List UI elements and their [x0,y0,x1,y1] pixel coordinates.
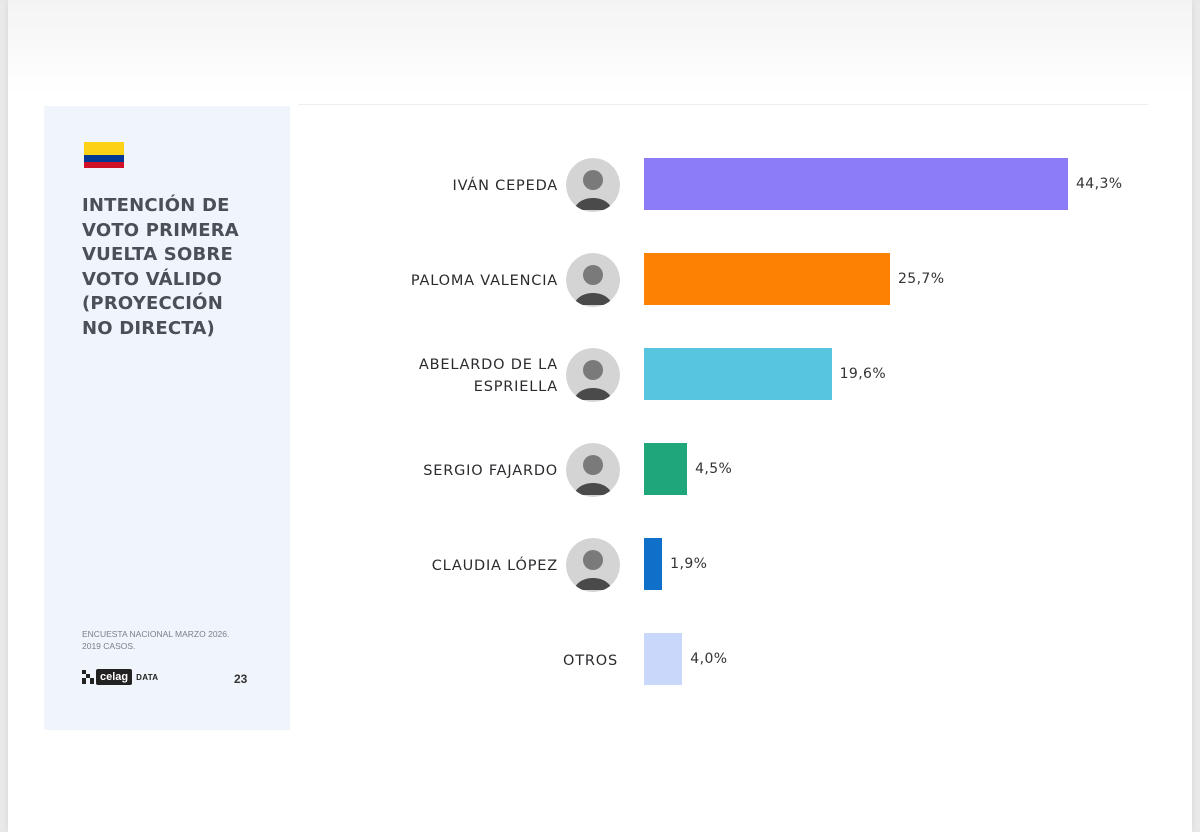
celag-data-logo: celag DATA [82,668,158,686]
source-note: ENCUESTA NACIONAL MARZO 2026. 2019 CASOS… [82,629,230,651]
page-top-shading [8,0,1192,95]
candidate-avatar [566,158,620,212]
candidate-photo-icon [566,158,620,212]
flag-stripe-red [84,161,124,168]
bar [644,253,890,305]
bar [644,158,1068,210]
flag-stripe-yellow [84,142,124,155]
bar-row: IVÁN CEPEDA 44,3% [298,158,1178,218]
side-panel: INTENCIÓN DE VOTO PRIMERA VUELTA SOBRE V… [44,106,290,730]
value-label: 19,6% [839,366,887,382]
category-label: ABELARDO DE LA ESPRIELLA [418,357,558,395]
candidate-avatar [566,253,620,307]
category-label: SERGIO FAJARDO [423,463,558,479]
candidate-avatar [566,538,620,592]
bar [644,538,663,590]
chart-title: INTENCIÓN DE VOTO PRIMERA VUELTA SOBRE V… [82,195,239,339]
value-label: 4,5% [695,461,733,477]
logo-mark-icon [82,670,94,684]
category-label: CLAUDIA LÓPEZ [431,558,558,574]
value-label: 25,7% [897,271,945,287]
candidate-photo-icon [566,443,620,497]
slide-page: INTENCIÓN DE VOTO PRIMERA VUELTA SOBRE V… [8,0,1192,832]
bar [644,633,683,685]
category-label: IVÁN CEPEDA [452,178,558,194]
bar-chart: IVÁN CEPEDA 44,3% PALOMA VALENCIA 25,7% ABEL… [298,140,1178,700]
bar [644,348,832,400]
candidate-photo-icon [566,253,620,307]
page-number: 23 [234,672,248,686]
value-label: 4,0% [690,651,728,667]
candidate-photo-icon [566,538,620,592]
candidate-photo-icon [566,348,620,402]
bar-row: CLAUDIA LÓPEZ 1,9% [298,538,1178,598]
value-label: 44,3% [1076,176,1123,192]
header-divider [298,104,1148,105]
bar [644,443,688,495]
flag-stripe-blue [84,155,124,162]
bar-row: SERGIO FAJARDO 4,5% [298,443,1178,503]
candidate-avatar [566,348,620,402]
logo-word: celag [96,669,133,685]
candidate-avatar [566,443,620,497]
colombia-flag-icon [84,142,124,168]
category-label: OTROS [563,653,618,669]
bar-row: PALOMA VALENCIA 25,7% [298,253,1178,313]
logo-suffix: DATA [136,672,159,682]
bar-row: OTROS 4,0% [298,633,1178,693]
value-label: 1,9% [670,556,708,572]
bar-row: ABELARDO DE LA ESPRIELLA 19,6% [298,348,1178,408]
category-label: PALOMA VALENCIA [410,273,558,289]
